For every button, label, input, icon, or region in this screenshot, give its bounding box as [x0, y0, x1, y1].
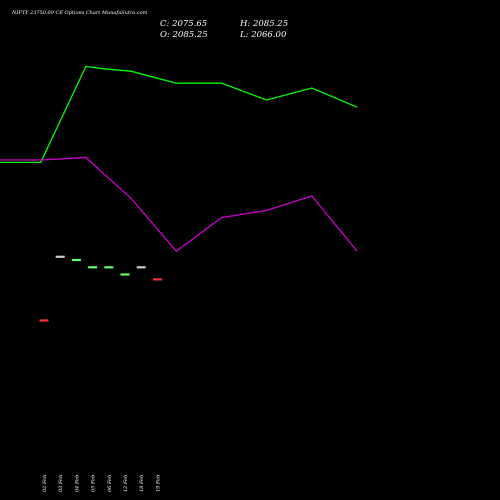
price-tick-2 — [71, 258, 81, 262]
chart-title: NIFTY 23750.00 CE Options Chart MunafaSu… — [11, 10, 148, 16]
x-tick-label: 18 Feb — [139, 475, 145, 492]
x-tick-label: 06 Feb — [107, 475, 113, 492]
price-tick-3 — [88, 266, 98, 269]
x-axis-labels: 02 Feb 03 Feb 04 Feb 05 Feb 06 Feb 12 Feb 18 F… — [42, 475, 161, 492]
x-tick-label: 04 Feb — [74, 475, 80, 492]
x-tick-label: 03 Feb — [58, 475, 64, 492]
x-tick-label: 19 Feb — [155, 475, 161, 492]
green-indicator-line — [0, 65, 358, 164]
indicator-lines — [0, 65, 358, 253]
price-ticks — [39, 255, 162, 322]
price-tick-0 — [39, 319, 49, 322]
open-value: O: 2085.25 — [160, 30, 208, 40]
magenta-indicator-line — [0, 156, 358, 253]
x-tick-label: 05 Feb — [91, 475, 97, 492]
low-value: L: 2066.00 — [239, 30, 287, 40]
x-tick-label: 12 Feb — [123, 475, 129, 492]
price-tick-5 — [120, 273, 130, 276]
x-tick-label: 02 Feb — [42, 475, 48, 492]
price-tick-6 — [136, 266, 146, 269]
price-tick-4 — [104, 266, 114, 269]
high-value: H: 2085.25 — [239, 19, 288, 29]
price-tick-1 — [55, 255, 65, 258]
price-tick-7 — [152, 278, 162, 281]
close-value: C: 2075.65 — [160, 19, 207, 29]
